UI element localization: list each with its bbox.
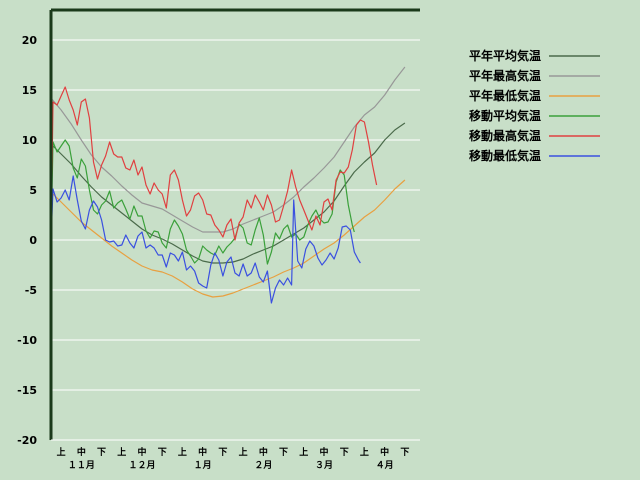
x-tick-label-12: 上 [299, 446, 308, 458]
x-tick-label-1: 中 [77, 446, 86, 458]
x-tick-label-11: 下 [279, 447, 288, 458]
legend-label-2: 平年最低気温 [469, 88, 541, 103]
y-tick-label-5: -5 [25, 284, 37, 297]
x-tick-label-10: 中 [259, 446, 268, 458]
month-label-2: １月 [194, 460, 212, 471]
x-tick-label-13: 中 [319, 446, 328, 458]
grid-lines [51, 39, 420, 391]
x-axis-ticks: 上中下上中下上中下上中下上中下上中下１１月 １２月 １月 ２月 ３月 ４月 [57, 446, 410, 471]
x-tick-label-14: 下 [340, 447, 349, 458]
legend-label-0: 平年平均気温 [469, 48, 541, 63]
x-tick-label-0: 上 [57, 446, 66, 458]
series-line-3 [50, 139, 355, 265]
y-tick-label-3: 5 [29, 184, 37, 197]
x-tick-label-7: 中 [198, 446, 207, 458]
legend-label-4: 移動最高気温 [469, 128, 541, 143]
x-tick-label-3: 上 [117, 446, 126, 458]
month-label-5: ４月 [376, 460, 394, 471]
x-tick-label-15: 上 [360, 446, 369, 458]
legend-label-5: 移動最低気温 [469, 148, 541, 163]
x-tick-label-8: 下 [218, 447, 227, 458]
y-tick-label-6: -10 [17, 334, 37, 347]
x-tick-label-2: 下 [97, 447, 106, 458]
month-label-1: １２月 [128, 460, 155, 471]
legend-label-1: 平年最高気温 [469, 68, 541, 83]
x-tick-label-5: 下 [158, 447, 167, 458]
legend-label-3: 移動平均気温 [469, 108, 541, 123]
y-tick-label-7: -15 [17, 384, 37, 397]
y-tick-label-0: 20 [22, 34, 38, 47]
month-label-4: ３月 [315, 460, 333, 471]
y-axis-ticks: 20 15 10 5 0 -5 -10 -15 -20 [17, 34, 37, 447]
y-tick-label-8: -20 [17, 434, 37, 447]
x-tick-label-9: 上 [239, 446, 248, 458]
x-tick-label-16: 中 [380, 446, 389, 458]
series-line-1 [50, 66, 406, 233]
series-line-2 [50, 179, 406, 298]
series-line-4 [50, 86, 378, 241]
series-line-0 [50, 122, 406, 264]
y-tick-label-4: 0 [29, 234, 37, 247]
y-tick-label-2: 10 [22, 134, 38, 147]
x-tick-label-17: 下 [400, 447, 409, 458]
axes [49, 8, 420, 441]
series-line-5 [50, 175, 361, 304]
x-tick-label-6: 上 [178, 446, 187, 458]
y-tick-label-1: 15 [22, 84, 37, 97]
series-lines [50, 66, 406, 304]
x-tick-label-4: 中 [137, 446, 146, 458]
month-label-3: ２月 [254, 460, 272, 471]
month-label-0: １１月 [68, 460, 95, 471]
